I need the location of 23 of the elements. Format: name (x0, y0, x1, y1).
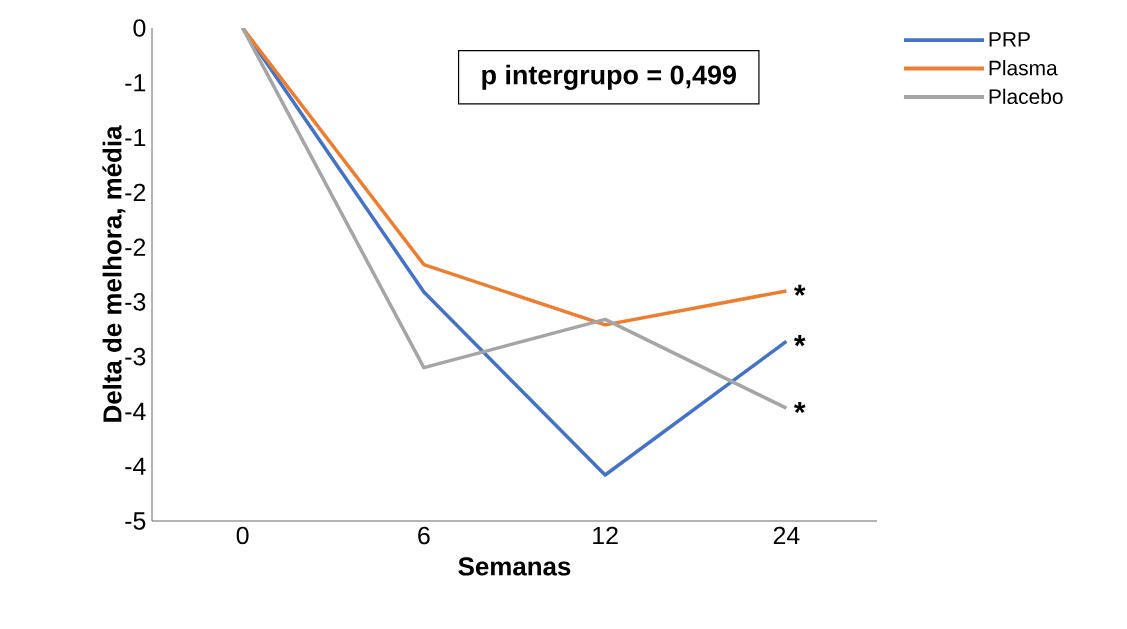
y-tick-label: -5 (125, 512, 146, 530)
annotation: * (794, 335, 806, 347)
annotation: * (794, 284, 806, 296)
y-tick-label: -2 (125, 183, 146, 202)
y-tick-label: -3 (125, 293, 146, 311)
x-tick-label: 6 (418, 526, 430, 545)
annotation: * (794, 401, 806, 413)
legend-label: Plasma (989, 60, 1058, 76)
y-tick-label: -3 (125, 347, 146, 366)
x-tick-label: 0 (236, 526, 249, 545)
y-tick-label: -1 (125, 74, 146, 92)
annotation: p intergrupo = 0,499 (482, 64, 736, 90)
x-tick-label: 24 (773, 526, 800, 545)
y-axis-title: Delta de melhora, média (102, 125, 126, 422)
y-tick-label: -1 (125, 128, 146, 147)
y-tick-label: 0 (133, 19, 146, 37)
x-tick-label: 12 (593, 526, 618, 545)
legend-label: PRP (989, 32, 1030, 47)
x-axis-title: Semanas (458, 557, 571, 576)
y-tick-label: -4 (125, 402, 146, 421)
y-tick-label: -2 (125, 238, 146, 256)
legend-label: Placebo (989, 88, 1063, 105)
y-tick-label: -4 (125, 457, 146, 475)
